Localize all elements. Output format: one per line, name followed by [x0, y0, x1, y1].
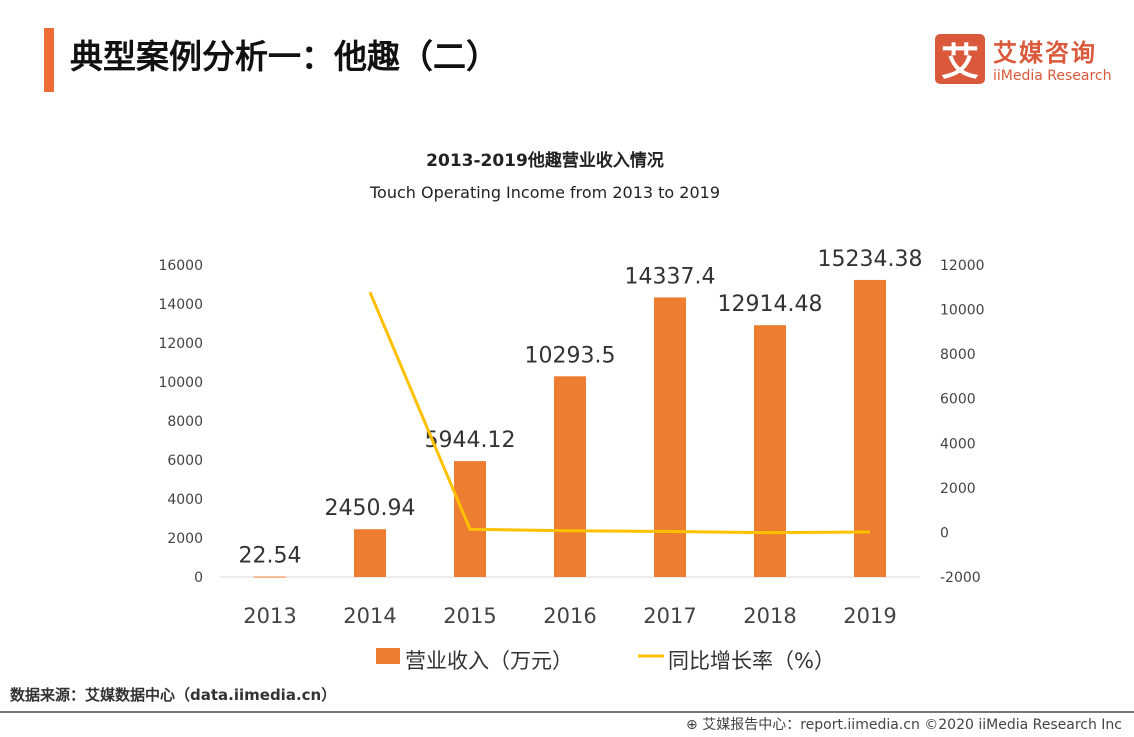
- x-tick-label: 2019: [843, 604, 896, 628]
- globe-icon: ⊕: [686, 717, 703, 733]
- page-title: 典型案例分析一：他趣（二）: [70, 37, 499, 76]
- bar-2014: [354, 529, 386, 577]
- data-label: 10293.5: [525, 343, 616, 368]
- right-tick-label: 0: [940, 525, 949, 541]
- left-tick-label: 8000: [167, 414, 203, 430]
- left-tick-label: 0: [194, 570, 203, 586]
- right-tick-label: -2000: [940, 570, 981, 586]
- left-tick-label: 6000: [167, 453, 203, 469]
- footer-divider: [0, 711, 1134, 713]
- x-tick-label: 2015: [443, 604, 496, 628]
- bar-2015: [454, 461, 486, 577]
- x-tick-label: 2013: [243, 604, 296, 628]
- right-tick-label: 12000: [940, 258, 985, 274]
- left-tick-label: 2000: [167, 531, 203, 547]
- right-tick-label: 2000: [940, 481, 976, 497]
- x-tick-label: 2018: [743, 604, 796, 628]
- left-tick-label: 12000: [158, 336, 203, 352]
- logo-mark: 艾: [935, 33, 985, 84]
- title-accent-bar: [44, 28, 54, 92]
- logo: 艾 艾媒咨询 iiMedia Research: [935, 33, 1112, 84]
- data-label: 2450.94: [325, 496, 416, 521]
- x-tick-label: 2016: [543, 604, 596, 628]
- right-tick-label: 8000: [940, 347, 976, 363]
- chart-title: 2013-2019他趣营业收入情况: [426, 151, 664, 171]
- bar-2019: [854, 279, 886, 577]
- x-tick-label: 2017: [643, 604, 696, 628]
- data-source: 数据来源：艾媒数据中心（data.iimedia.cn）: [10, 686, 337, 704]
- chart-subtitle: Touch Operating Income from 2013 to 2019: [369, 183, 721, 202]
- data-label: 12914.48: [718, 292, 823, 317]
- left-tick-label: 16000: [158, 258, 203, 274]
- footer: ⊕ 艾媒报告中心：report.iimedia.cn ©2020 iiMedia…: [686, 717, 1122, 733]
- right-tick-label: 10000: [940, 303, 985, 319]
- bar-2013: [254, 576, 286, 578]
- data-label: 14337.4: [625, 264, 716, 289]
- data-label: 22.54: [239, 544, 302, 569]
- data-label: 5944.12: [425, 428, 516, 453]
- left-tick-label: 14000: [158, 297, 203, 313]
- x-tick-label: 2014: [343, 604, 396, 628]
- legend-line-label: 同比增长率（%）: [668, 649, 835, 673]
- right-tick-label: 6000: [940, 392, 976, 408]
- data-label: 15234.38: [818, 247, 923, 272]
- legend-bar-swatch: [376, 648, 400, 664]
- logo-en: iiMedia Research: [993, 68, 1112, 84]
- left-tick-label: 4000: [167, 492, 203, 508]
- right-tick-label: 4000: [940, 436, 976, 452]
- logo-cn: 艾媒咨询: [993, 39, 1097, 67]
- bar-2018: [754, 325, 786, 577]
- bar-2016: [554, 376, 586, 577]
- legend-bar-label: 营业收入（万元）: [405, 649, 573, 673]
- left-tick-label: 10000: [158, 375, 203, 391]
- growth-rate-line: [368, 291, 871, 535]
- bar-2017: [654, 297, 686, 577]
